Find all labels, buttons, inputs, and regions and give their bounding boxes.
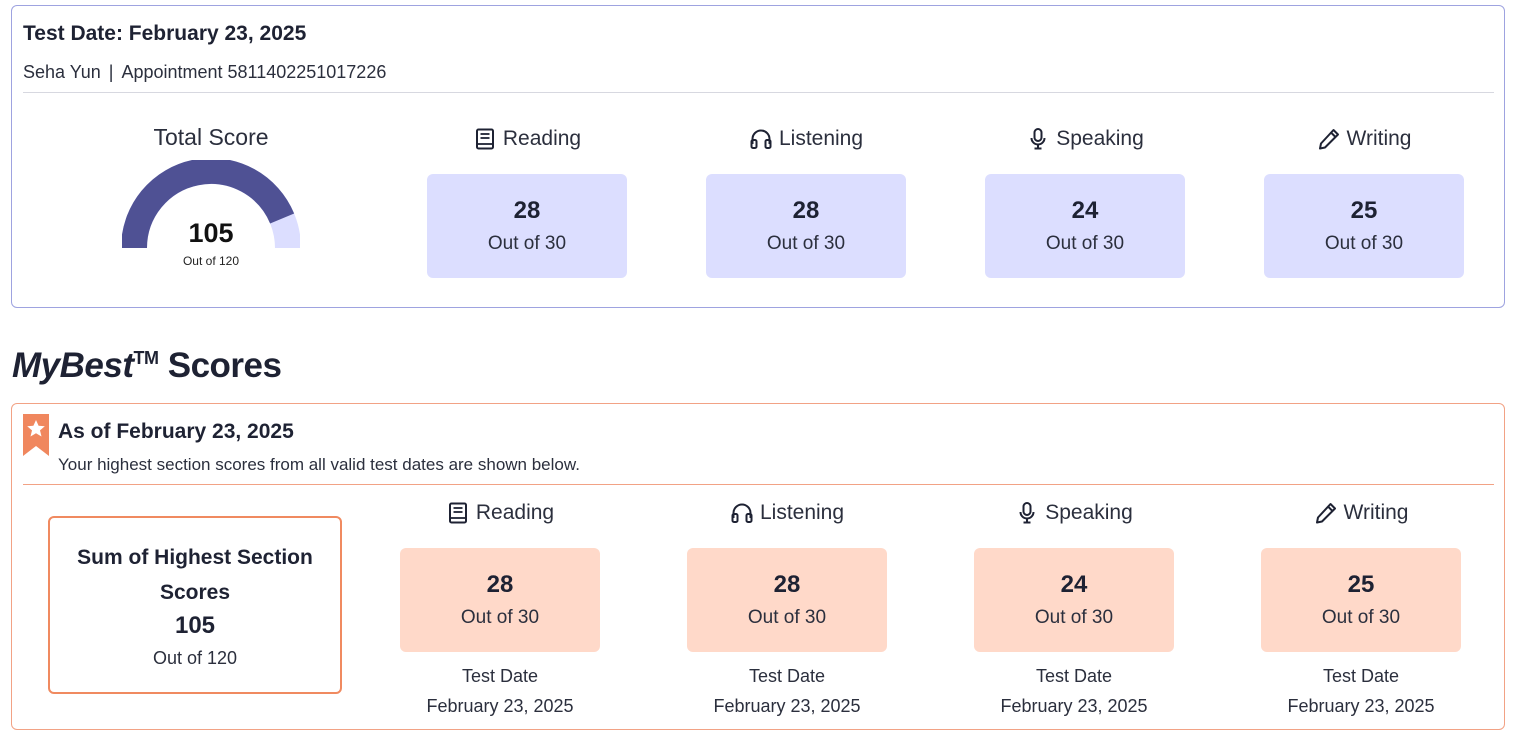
section-score-box: 28 Out of 30 [706, 174, 906, 278]
section-label: Reading [502, 127, 582, 150]
star-ribbon-icon [23, 414, 49, 456]
meta-separator: | [108, 62, 114, 82]
section-out-of: Out of 30 [1045, 233, 1125, 254]
mybest-reading-header: Reading [400, 498, 600, 528]
section-writing-header: Writing [1264, 124, 1464, 154]
section-reading: Reading 28 Out of 30 [427, 124, 627, 278]
section-out-of: Out of 30 [1321, 607, 1401, 628]
section-speaking-header: Speaking [985, 124, 1185, 154]
mybest-writing-header: Writing [1261, 498, 1461, 528]
section-score: 28 [792, 197, 820, 224]
section-label: Speaking [1056, 127, 1144, 150]
total-score-title: Total Score [153, 124, 269, 150]
section-label: Reading [475, 501, 555, 524]
total-score-gauge [122, 160, 300, 249]
section-score-box: 25 Out of 30 [1264, 174, 1464, 278]
mybest-as-of: As of February 23, 2025 [58, 420, 294, 443]
test-date-label: Test Date [1035, 666, 1113, 686]
section-speaking: Speaking 24 Out of 30 [985, 124, 1185, 278]
section-score-box: 28 Out of 30 [427, 174, 627, 278]
section-out-of: Out of 30 [487, 233, 567, 254]
test-date-value: February 23, 2025 [1287, 696, 1435, 716]
appointment-number: Appointment 5811402251017226 [121, 62, 387, 82]
section-out-of: Out of 30 [1324, 233, 1404, 254]
mybest-description: Your highest section scores from all val… [58, 455, 580, 474]
mybest-heading: MyBestTM Scores [12, 346, 282, 386]
total-score-block: Total Score 105 Out of 120 [112, 124, 310, 268]
test-date-value: February 23, 2025 [1000, 696, 1148, 716]
mybest-speaking-header: Speaking [974, 498, 1174, 528]
section-out-of: Out of 30 [766, 233, 846, 254]
section-writing: Writing 25 Out of 30 [1264, 124, 1464, 278]
divider [23, 484, 1494, 485]
headphones-icon [750, 129, 772, 149]
section-score: 28 [486, 571, 514, 598]
section-score-box: 25 Out of 30 [1261, 548, 1461, 652]
test-score-card: Test Date: February 23, 2025 Seha Yun | … [11, 5, 1505, 308]
test-date-value: February 23, 2025 [426, 696, 574, 716]
total-score-value: 105 [188, 218, 234, 248]
section-score-box: 24 Out of 30 [974, 548, 1174, 652]
section-label: Listening [778, 127, 864, 150]
sum-highest-score: 105 [174, 612, 216, 639]
section-listening-header: Listening [706, 124, 906, 154]
test-date-label: Test Date [1322, 666, 1400, 686]
mybest-heading-rest: Scores [167, 346, 282, 385]
mybest-section-speaking: Speaking 24 Out of 30 Test Date February… [974, 498, 1174, 717]
test-meta: Seha Yun | Appointment 5811402251017226 [23, 62, 386, 83]
section-label: Writing [1346, 127, 1412, 150]
section-label: Speaking [1045, 501, 1133, 524]
mybest-card: As of February 23, 2025 Your highest sec… [11, 403, 1505, 730]
section-reading-header: Reading [427, 124, 627, 154]
mybest-section-writing: Writing 25 Out of 30 Test Date February … [1261, 498, 1461, 717]
section-listening: Listening 28 Out of 30 [706, 124, 906, 278]
divider [23, 92, 1494, 93]
section-out-of: Out of 30 [1034, 607, 1114, 628]
book-icon [475, 128, 494, 150]
section-score: 28 [773, 571, 801, 598]
test-date-label: Test Date [461, 666, 539, 686]
section-score-box: 24 Out of 30 [985, 174, 1185, 278]
pencil-icon [1318, 129, 1339, 150]
section-out-of: Out of 30 [460, 607, 540, 628]
section-score-box: 28 Out of 30 [687, 548, 887, 652]
section-score: 24 [1071, 197, 1099, 224]
section-score: 25 [1350, 197, 1378, 224]
candidate-name: Seha Yun [23, 62, 101, 82]
mybest-listening-header: Listening [687, 498, 887, 528]
section-label: Listening [759, 501, 845, 524]
section-out-of: Out of 30 [747, 607, 827, 628]
headphones-icon [731, 503, 753, 523]
section-label: Writing [1343, 501, 1409, 524]
sum-highest-title: Sum of Highest Section Scores [77, 546, 313, 604]
pencil-icon [1315, 503, 1336, 524]
book-icon [448, 502, 467, 524]
microphone-icon [1030, 128, 1046, 150]
test-date-title: Test Date: February 23, 2025 [23, 22, 307, 45]
section-score: 28 [513, 197, 541, 224]
section-score-box: 28 Out of 30 [400, 548, 600, 652]
total-score-out-of: Out of 120 [182, 254, 240, 268]
section-score: 25 [1347, 571, 1375, 598]
sum-highest-out-of: Out of 120 [152, 648, 238, 668]
gauge-fill [122, 160, 295, 249]
section-score: 24 [1060, 571, 1088, 598]
trademark: TM [133, 348, 159, 368]
mybest-section-reading: Reading 28 Out of 30 Test Date February … [400, 498, 600, 717]
sum-highest-box: Sum of Highest Section Scores 105 Out of… [48, 516, 342, 694]
mybest-brand: MyBest [12, 346, 134, 385]
test-date-label: Test Date [748, 666, 826, 686]
microphone-icon [1019, 502, 1035, 524]
mybest-section-listening: Listening 28 Out of 30 Test Date Februar… [687, 498, 887, 717]
test-date-value: February 23, 2025 [713, 696, 861, 716]
